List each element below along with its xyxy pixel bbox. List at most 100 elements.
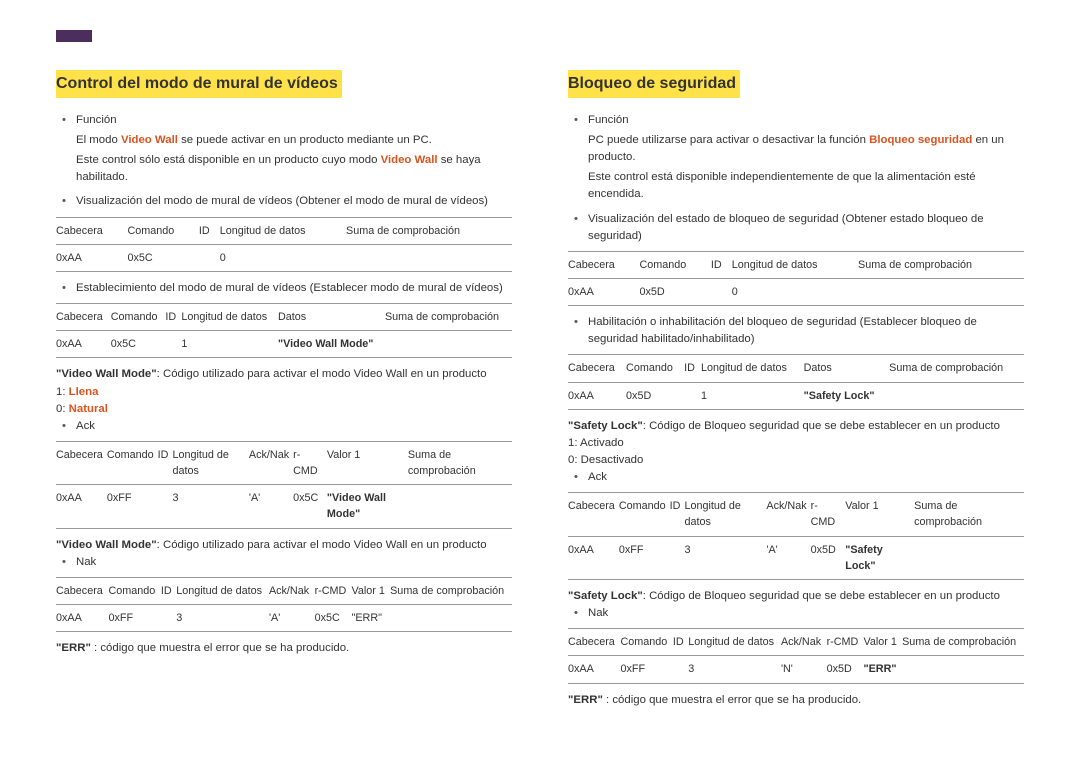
td-bold: "Safety Lock" [804,382,890,409]
td [914,536,1024,579]
th: r-CMD [315,577,352,604]
left-set-desc: Establecimiento del modo de mural de víd… [56,280,512,297]
bold-term: "Video Wall Mode" [56,539,157,551]
td-bold: "Video Wall Mode" [327,485,408,528]
right-err: "ERR" : código que muestra el error que … [568,692,1024,709]
text: se puede activar en un producto mediante… [178,134,432,146]
th: Cabecera [568,493,619,536]
td [158,485,173,528]
td [684,382,701,409]
left-nak: Nak [56,554,512,571]
th: Comando [626,355,684,382]
th: r-CMD [827,629,864,656]
td [390,605,512,632]
th: Longitud de datos [701,355,804,382]
th: Suma de comprobación [914,493,1024,536]
td [670,536,685,579]
right-table-4: Cabecera Comando ID Longitud de datos Ac… [568,628,1024,683]
th: r-CMD [811,493,846,536]
td: 0x5C [315,605,352,632]
left-func-label: Función [56,112,512,129]
th: Suma de comprobación [385,304,512,331]
right-ack: Ack [568,469,1024,486]
text: : código que muestra el error que se ha … [91,642,349,654]
th: Cabecera [56,217,127,244]
td: 0x5D [639,278,710,305]
th: Cabecera [568,251,639,278]
text: Este control sólo está disponible en un … [76,154,381,166]
td [858,278,1024,305]
td-bold: "Video Wall Mode" [278,331,385,358]
right-def1: "Safety Lock": Código de Bloqueo segurid… [568,418,1024,435]
left-table-4: Cabecera Comando ID Longitud de datos Ac… [56,577,512,632]
bold-term: "ERR" [568,694,603,706]
bold-term: "Video Wall Mode" [56,368,157,380]
th: ID [158,441,173,484]
accent-bar [56,30,92,42]
left-column: Control del modo de mural de vídeos Func… [56,70,512,709]
left-def2: "Video Wall Mode": Código utilizado para… [56,537,512,554]
th: Suma de comprobación [408,441,512,484]
th: Longitud de datos [220,217,346,244]
text: PC puede utilizarse para activar o desac… [588,134,869,146]
td [711,278,732,305]
th: Ack/Nak [269,577,315,604]
orange-term: Bloqueo seguridad [869,134,972,146]
td: "ERR" [351,605,390,632]
th: ID [199,217,220,244]
th: ID [673,629,688,656]
td: 0x5C [111,331,166,358]
th: Suma de comprobación [858,251,1024,278]
right-table-2: Cabecera Comando ID Longitud de datos Da… [568,354,1024,409]
td [673,656,688,683]
text: : Código de Bloqueo seguridad que se deb… [643,420,1000,432]
th: Comando [107,441,158,484]
right-opt2: 0: Desactivado [568,452,1024,469]
th: Suma de comprobación [346,217,512,244]
th: Suma de comprobación [902,629,1024,656]
td [165,331,181,358]
th: Cabecera [56,577,108,604]
td: 3 [176,605,269,632]
th: Suma de comprobación [390,577,512,604]
th: Comando [127,217,198,244]
th: Valor 1 [845,493,914,536]
th: Comando [108,577,160,604]
td [408,485,512,528]
th: Comando [639,251,710,278]
th: Cabecera [568,355,626,382]
td: 0xAA [56,244,127,271]
th: Suma de comprobación [889,355,1024,382]
td: 0xFF [620,656,672,683]
td: 0x5D [827,656,864,683]
td: 0xFF [107,485,158,528]
th: ID [711,251,732,278]
left-table-1: Cabecera Comando ID Longitud de datos Su… [56,217,512,272]
td: 0xAA [568,536,619,579]
th: ID [670,493,685,536]
th: Cabecera [56,304,111,331]
bold-term: "ERR" [56,642,91,654]
th: Longitud de datos [176,577,269,604]
td: 3 [172,485,248,528]
left-def1: "Video Wall Mode": Código utilizado para… [56,366,512,383]
left-table-3: Cabecera Comando ID Longitud de datos Ac… [56,441,512,529]
th: Valor 1 [863,629,902,656]
bold-term: "Safety Lock" [568,590,643,602]
td [161,605,176,632]
left-func-line1: El modo Video Wall se puede activar en u… [56,132,512,149]
left-opt2: 0: Natural [56,401,512,418]
text: 1: [56,386,69,398]
orange-term: Video Wall [381,154,438,166]
th: Datos [278,304,385,331]
th: Longitud de datos [181,304,278,331]
td: 0x5C [127,244,198,271]
th: Longitud de datos [172,441,248,484]
right-view-desc: Visualización del estado de bloqueo de s… [568,211,1024,245]
td: 0 [220,244,346,271]
text: : código que muestra el error que se ha … [603,694,861,706]
text: : Código de Bloqueo seguridad que se deb… [643,590,1000,602]
td: 0xFF [619,536,670,579]
td: 0x5D [626,382,684,409]
th: Cabecera [568,629,620,656]
